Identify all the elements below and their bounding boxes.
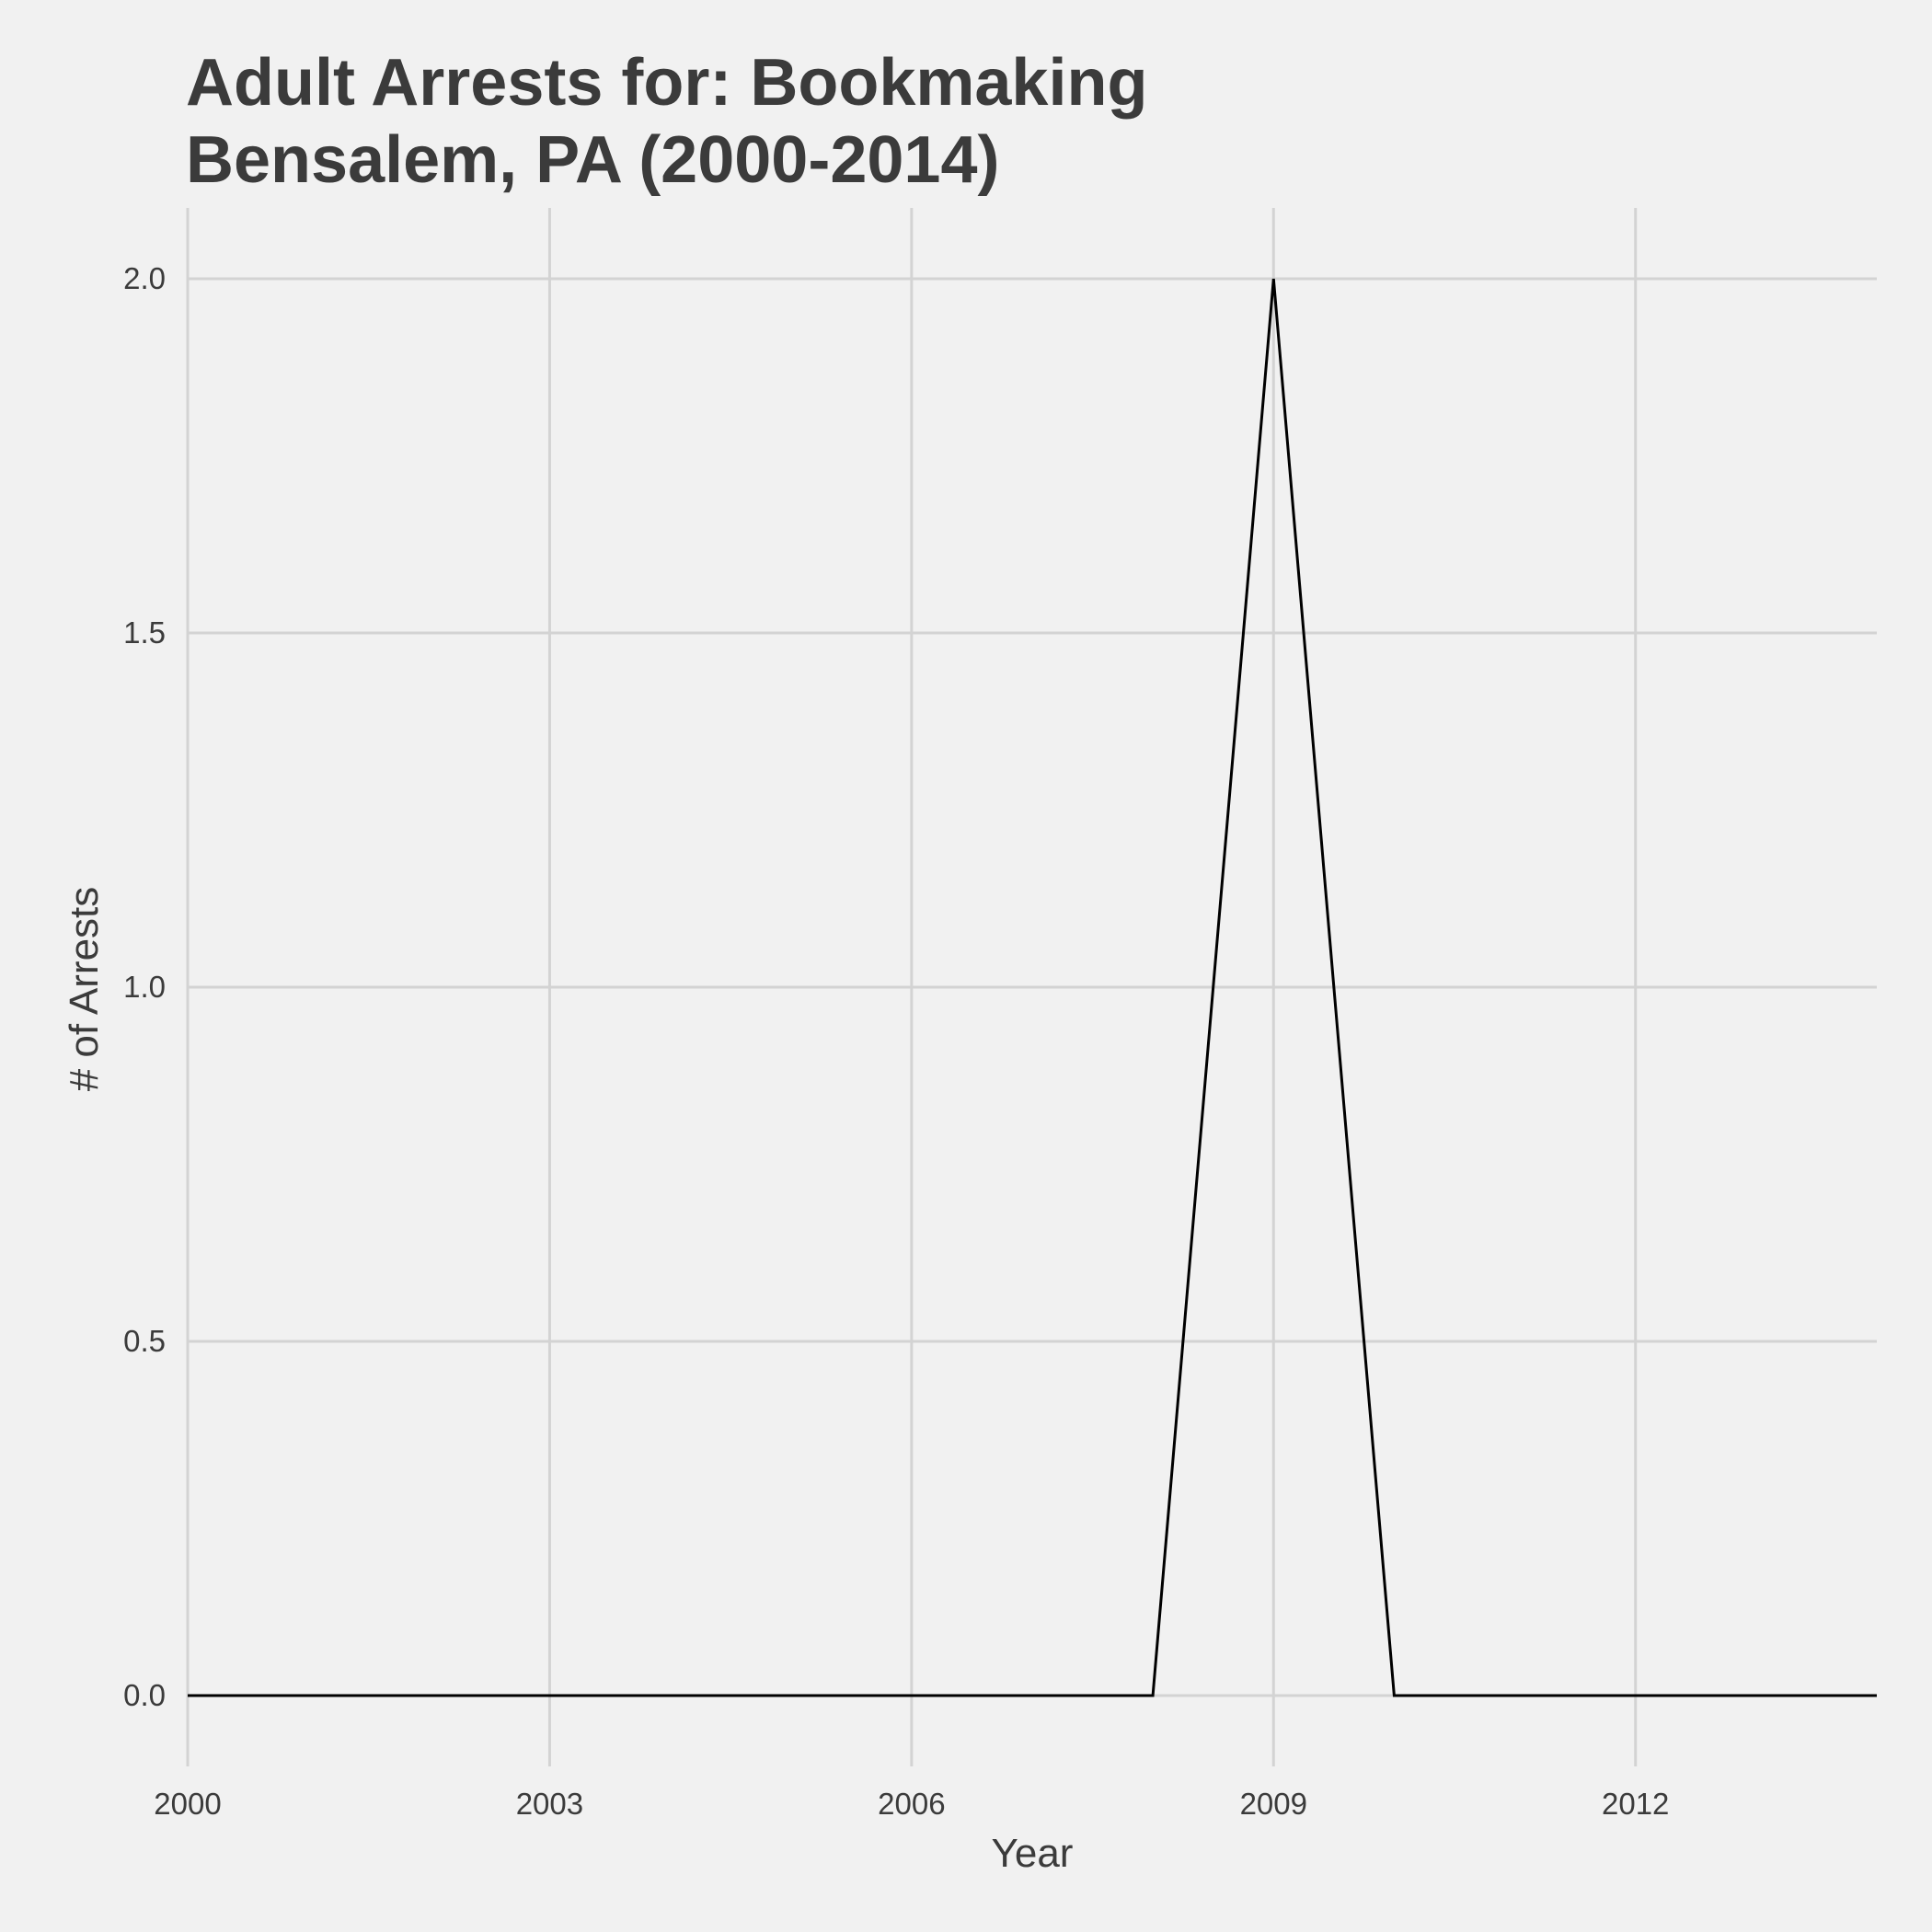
chart-title-line-2: Bensalem, PA (2000-2014) [186,123,999,197]
x-tick-label: 2012 [1602,1787,1669,1821]
x-axis-tick-labels: 2000 2003 2006 2009 2012 [154,1787,1669,1821]
y-tick-label: 0.0 [123,1678,166,1712]
x-tick-label: 2000 [154,1787,221,1821]
data-series [188,278,1877,1697]
series-line [188,278,1877,1697]
y-tick-label: 2.0 [123,261,166,295]
chart-title: Adult Arrests for: Bookmaking Bensalem, … [186,46,1147,197]
y-tick-label: 1.5 [123,615,166,650]
y-axis-title: # of Arrests [62,887,107,1092]
y-tick-label: 1.0 [123,970,166,1004]
y-tick-label: 0.5 [123,1324,166,1358]
x-tick-label: 2009 [1240,1787,1307,1821]
x-tick-label: 2003 [516,1787,583,1821]
chart-title-line-1: Adult Arrests for: Bookmaking [186,46,1147,120]
x-axis-title: Year [992,1831,1074,1876]
y-gridlines [188,277,1877,1697]
y-axis-tick-labels: 0.0 0.5 1.0 1.5 2.0 [123,261,166,1712]
x-tick-label: 2006 [878,1787,945,1821]
